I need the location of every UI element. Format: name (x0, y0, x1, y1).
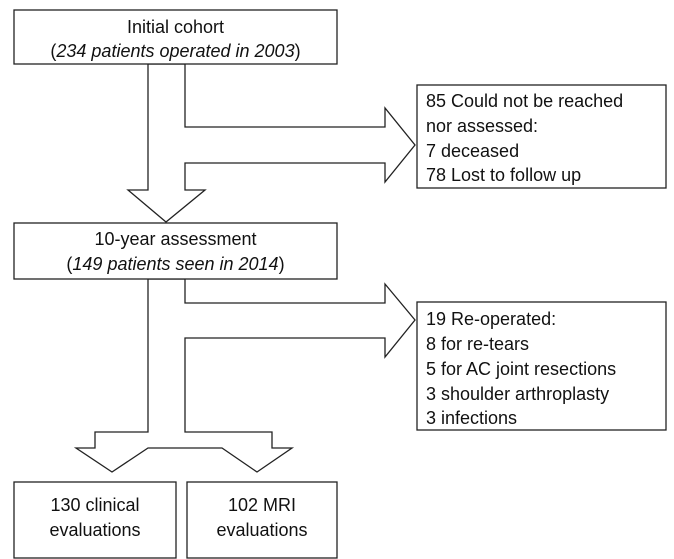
arrow (73, 278, 416, 473)
box-text: Initial cohort (127, 17, 224, 37)
boxes: Initial cohort (234 patients operated in … (13, 9, 667, 559)
box-text: 5 for AC joint resections (426, 359, 616, 379)
box (13, 481, 177, 559)
box-text: 102 MRI (228, 495, 296, 515)
box-text: 3 infections (426, 408, 517, 428)
box-text: 19 Re-operated: (426, 309, 556, 329)
box-text: 10-year assessment (94, 229, 256, 249)
box-text: evaluations (49, 520, 140, 540)
box (13, 222, 338, 280)
box-text: nor assessed: (426, 116, 538, 136)
box (416, 84, 667, 189)
box (416, 301, 667, 431)
box-text: 8 for re-tears (426, 334, 529, 354)
box (13, 9, 338, 65)
box-text: (234 patients operated in 2003) (50, 41, 300, 61)
box-text: (149 patients seen in 2014) (66, 254, 284, 274)
box-text: 3 shoulder arthroplasty (426, 384, 609, 404)
box-text: 85 Could not be reached (426, 91, 623, 111)
box-text: evaluations (216, 520, 307, 540)
box-text: 78 Lost to follow up (426, 165, 581, 185)
box (186, 481, 338, 559)
box-text: 130 clinical (50, 495, 139, 515)
arrow (126, 63, 416, 223)
box-text: 7 deceased (426, 141, 519, 161)
